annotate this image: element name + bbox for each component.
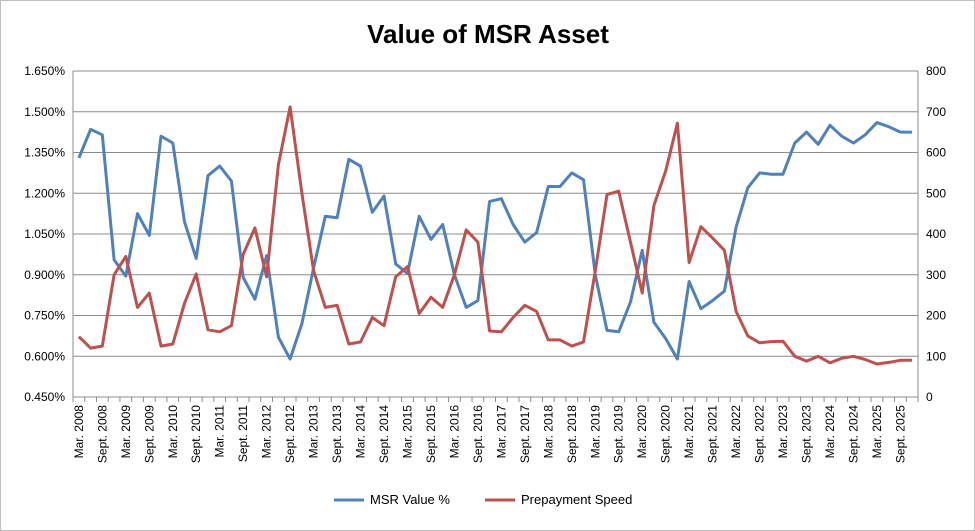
y-left-tick-label: 1.650% [24, 64, 65, 78]
x-tick-label: Mar. 2012 [260, 405, 274, 459]
x-tick-label: Sept. 2024 [846, 405, 860, 463]
legend-label: MSR Value % [370, 492, 450, 507]
y-right-tick-label: 800 [926, 64, 946, 78]
x-tick-label: Mar. 2022 [729, 405, 743, 459]
x-tick-label: Mar. 2013 [307, 405, 321, 459]
x-tick-label: Sept. 2013 [330, 405, 344, 463]
x-tick-label: Sept. 2016 [471, 405, 485, 463]
series-layer [77, 105, 913, 366]
x-tick-label: Sept. 2010 [189, 405, 203, 463]
legend: MSR Value % Prepayment Speed [334, 492, 632, 507]
y-left-tick-label: 0.900% [24, 268, 65, 282]
y-right-tick-label: 100 [926, 349, 946, 363]
y-left-tick-label: 0.750% [24, 309, 65, 323]
y-left-tick-label: 1.200% [24, 186, 65, 200]
chart-title: Value of MSR Asset [367, 19, 609, 49]
x-tick-label: Sept. 2020 [659, 405, 673, 463]
series-line-prepayment-speed [77, 105, 913, 366]
x-tick-label: Sept. 2018 [565, 405, 579, 463]
y-left-tick-label: 1.500% [24, 105, 65, 119]
x-tick-label: Mar. 2011 [213, 405, 227, 458]
x-tick-label: Sept. 2021 [706, 405, 720, 463]
x-tick-label: Mar. 2010 [166, 405, 180, 459]
x-tick-label: Mar. 2024 [823, 405, 837, 459]
x-tick-label: Sept. 2022 [753, 405, 767, 463]
x-tick-label: Mar. 2018 [541, 405, 555, 459]
y-right-tick-label: 300 [926, 268, 946, 282]
y-left-tick-label: 1.050% [24, 227, 65, 241]
legend-label: Prepayment Speed [521, 492, 632, 507]
x-tick-label: Sept. 2014 [377, 405, 391, 463]
y-right-tick-label: 500 [926, 186, 946, 200]
x-tick-label: Mar. 2019 [588, 405, 602, 459]
x-tick-label: Sept. 2008 [95, 405, 109, 463]
x-tick-label: Sept. 2009 [142, 405, 156, 463]
y-left-tick-label: 0.450% [24, 390, 65, 404]
series-line-msr-value [77, 121, 913, 361]
x-tick-label: Sept. 2019 [612, 405, 626, 463]
x-tick-label: Sept. 2012 [283, 405, 297, 463]
x-tick-label: Mar. 2016 [447, 405, 461, 459]
x-tick-label: Sept. 2017 [518, 405, 532, 463]
y-right-tick-label: 400 [926, 227, 946, 241]
x-tick-label: Sept. 2023 [800, 405, 814, 463]
axis-layer: 1.650% 800 1.500% 700 1.350% 600 1.200% 500 1.05… [24, 64, 946, 463]
x-tick-label: Mar. 2009 [119, 405, 133, 459]
y-right-tick-label: 0 [926, 390, 933, 404]
x-tick-label: Mar. 2008 [72, 405, 86, 459]
x-tick-label: Mar. 2023 [776, 405, 790, 459]
y-left-tick-label: 0.600% [24, 349, 65, 363]
x-tick-label: Mar. 2015 [400, 405, 414, 459]
y-right-tick-label: 600 [926, 146, 946, 160]
x-tick-label: Mar. 2025 [870, 405, 884, 459]
x-tick-label: Sept. 2015 [424, 405, 438, 463]
x-tick-label: Mar. 2014 [354, 405, 368, 459]
x-tick-label: Sept. 2025 [893, 405, 907, 463]
x-tick-label: Mar. 2020 [635, 405, 649, 459]
x-tick-label: Sept. 2011 [236, 405, 250, 462]
y-left-tick-label: 1.350% [24, 146, 65, 160]
x-tick-label: Mar. 2017 [494, 405, 508, 459]
y-right-tick-label: 200 [926, 309, 946, 323]
x-tick-label: Mar. 2021 [682, 405, 696, 459]
y-right-tick-label: 700 [926, 105, 946, 119]
